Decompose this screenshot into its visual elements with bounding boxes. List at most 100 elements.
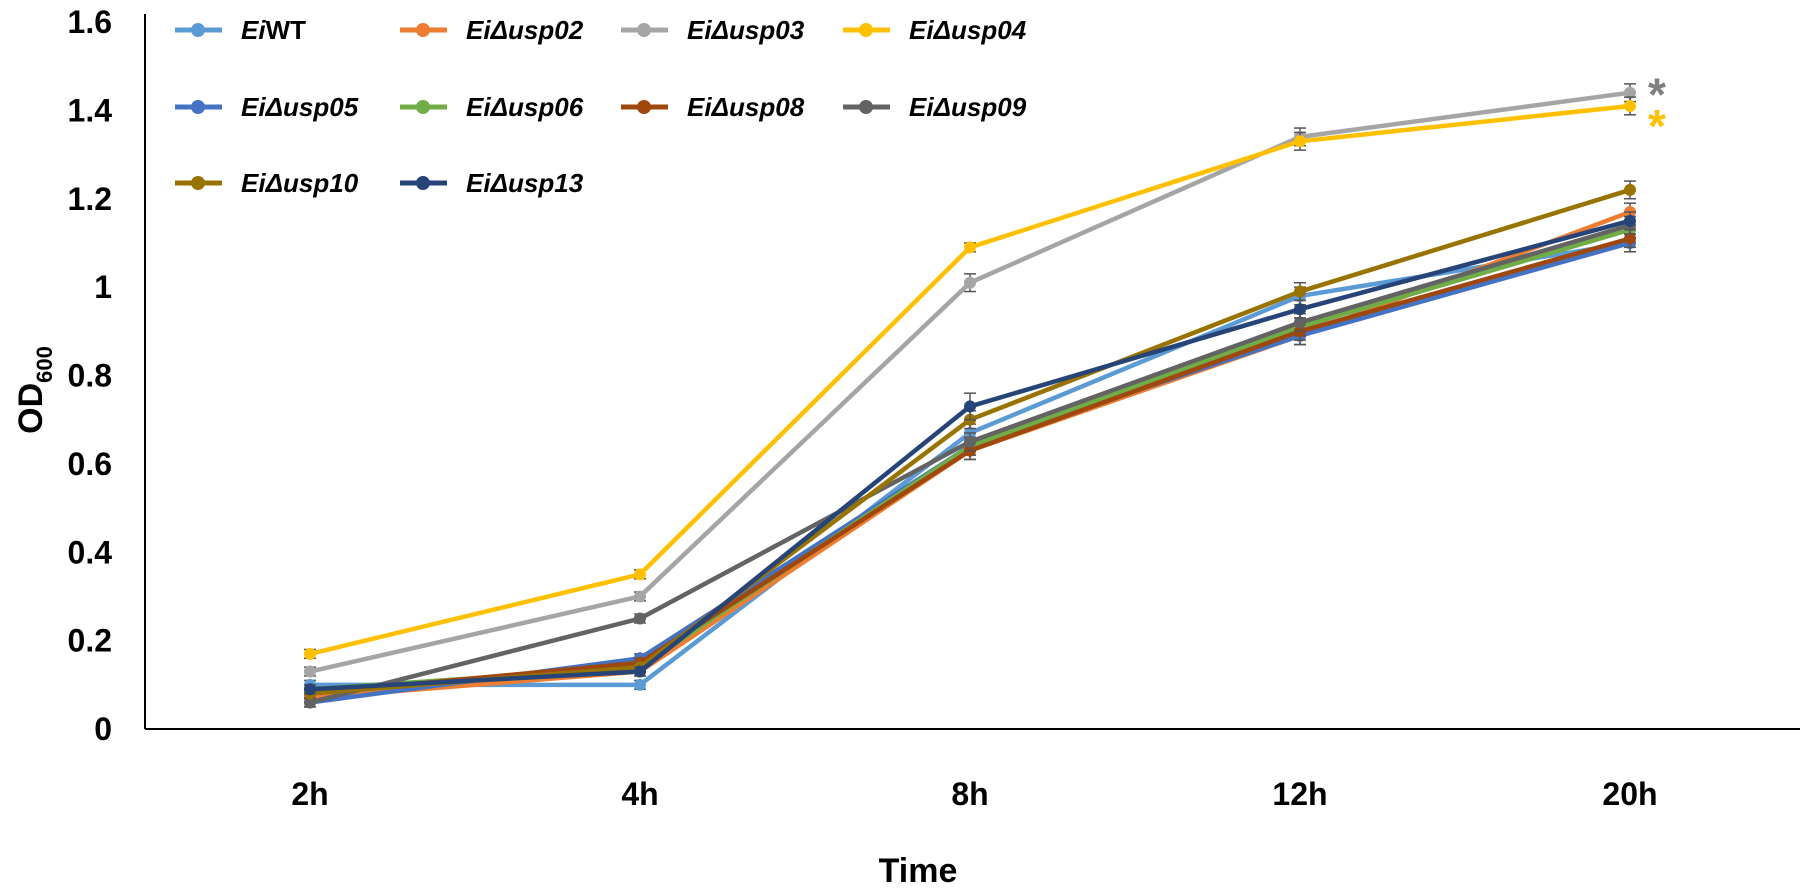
data-point: [634, 568, 646, 581]
y-tick-labels: 0 0.2 0.4 0.6 0.8 1 1.2 1.4 1.6: [68, 4, 113, 747]
x-tick-labels: 2h 4h 8h 12h 20h: [291, 776, 1657, 812]
x-tick-label: 8h: [951, 776, 988, 812]
legend-label-prefix: Ei: [241, 168, 266, 198]
legend-label: EiΔusp09: [909, 92, 1027, 122]
significance-annotations: **: [1648, 69, 1666, 152]
data-point: [304, 683, 316, 696]
y-tick-label: 0.8: [68, 358, 112, 394]
legend-item-delta-usp10[interactable]: EiΔusp10: [175, 168, 359, 198]
data-point: [1294, 316, 1306, 329]
legend-label: EiΔusp04: [909, 15, 1027, 45]
legend-label-name: Δusp02: [490, 15, 584, 45]
legend-item-delta-usp02[interactable]: EiΔusp02: [400, 15, 584, 45]
data-point: [1294, 135, 1306, 148]
data-point: [964, 435, 976, 448]
data-point: [634, 612, 646, 625]
x-tick-label: 12h: [1272, 776, 1327, 812]
data-point: [1294, 285, 1306, 298]
legend-swatch-marker: [416, 100, 430, 114]
legend-label: EiWT: [241, 15, 306, 45]
legend-swatch-marker: [191, 23, 205, 37]
data-point: [304, 647, 316, 660]
data-point: [634, 590, 646, 603]
y-tick-label: 0.4: [68, 534, 113, 570]
data-point: [1294, 303, 1306, 316]
data-point: [1624, 99, 1636, 112]
legend-swatch-marker: [859, 23, 873, 37]
legend-label-prefix: Ei: [687, 92, 712, 122]
data-point: [1624, 86, 1636, 99]
data-point: [964, 241, 976, 254]
y-tick-label: 1.2: [68, 181, 112, 217]
legend-swatch-marker: [191, 176, 205, 190]
legend-label: EiΔusp05: [241, 92, 359, 122]
x-axis-title: Time: [879, 852, 958, 889]
x-tick-label: 2h: [291, 776, 328, 812]
data-point: [1624, 232, 1636, 245]
y-tick-label: 1: [94, 269, 112, 305]
legend-label: EiΔusp02: [466, 15, 584, 45]
legend-label-prefix: Ei: [687, 15, 712, 45]
legend-swatch-marker: [416, 176, 430, 190]
series-delta-usp13: [304, 211, 1636, 696]
legend-label: EiΔusp10: [241, 168, 359, 198]
series-wt: [304, 233, 1636, 691]
legend-label-prefix: Ei: [909, 15, 934, 45]
y-tick-label: 1.4: [68, 92, 113, 128]
y-tick-label: 0.2: [68, 623, 112, 659]
legend-label-name: Δusp03: [711, 15, 805, 45]
legend-label: EiΔusp06: [466, 92, 584, 122]
legend-label-prefix: Ei: [466, 168, 491, 198]
data-point: [304, 665, 316, 678]
legend-item-wt[interactable]: EiWT: [175, 15, 306, 45]
x-tick-label: 20h: [1602, 776, 1657, 812]
legend-label: EiΔusp08: [687, 92, 805, 122]
legend-swatch-marker: [859, 100, 873, 114]
y-tick-label: 1.6: [68, 4, 112, 40]
legend-item-delta-usp05[interactable]: EiΔusp05: [175, 92, 359, 122]
legend-item-delta-usp04[interactable]: EiΔusp04: [843, 15, 1027, 45]
legend-swatch-marker: [637, 23, 651, 37]
series-line: [309, 240, 1631, 705]
legend-item-delta-usp06[interactable]: EiΔusp06: [400, 92, 584, 122]
legend-label-prefix: Ei: [241, 92, 266, 122]
series-line: [310, 240, 1631, 688]
data-point: [634, 665, 646, 678]
y-axis-title: OD600: [12, 346, 57, 434]
legend-item-delta-usp13[interactable]: EiΔusp13: [400, 168, 584, 198]
data-point: [1624, 214, 1636, 227]
legend-item-delta-usp03[interactable]: EiΔusp03: [621, 15, 805, 45]
legend-label-name: Δusp09: [933, 92, 1027, 122]
data-point: [964, 400, 976, 413]
legend-label-name: Δusp10: [265, 168, 359, 198]
legend-swatch-marker: [191, 100, 205, 114]
data-point: [304, 696, 316, 709]
legend-label-prefix: Ei: [466, 92, 491, 122]
y-tick-label: 0: [94, 711, 112, 747]
legend-label: EiΔusp03: [687, 15, 805, 45]
legend-item-delta-usp09[interactable]: EiΔusp09: [843, 92, 1027, 122]
legend-label-name: Δusp13: [490, 168, 584, 198]
legend-label-name: Δusp04: [933, 15, 1027, 45]
series-delta-usp04: [304, 96, 1636, 660]
legend-label-prefix: Ei: [241, 15, 266, 45]
legend-swatch-marker: [416, 23, 430, 37]
legend-label-name: Δusp05: [265, 92, 359, 122]
y-axis-title-subscript: 600: [32, 346, 57, 383]
legend-label-name: Δusp08: [711, 92, 805, 122]
legend-swatch-marker: [637, 100, 651, 114]
axes: [144, 14, 1800, 730]
data-point: [964, 276, 976, 289]
significance-star: *: [1648, 100, 1666, 152]
legend-item-delta-usp08[interactable]: EiΔusp08: [621, 92, 805, 122]
legend-label: EiΔusp13: [466, 168, 584, 198]
legend-label-prefix: Ei: [466, 15, 491, 45]
y-axis-title-main: OD: [12, 383, 50, 434]
y-tick-label: 0.6: [68, 446, 112, 482]
legend-label-name: WT: [266, 15, 307, 45]
series-delta-usp05: [304, 233, 1636, 709]
data-point: [634, 678, 646, 691]
